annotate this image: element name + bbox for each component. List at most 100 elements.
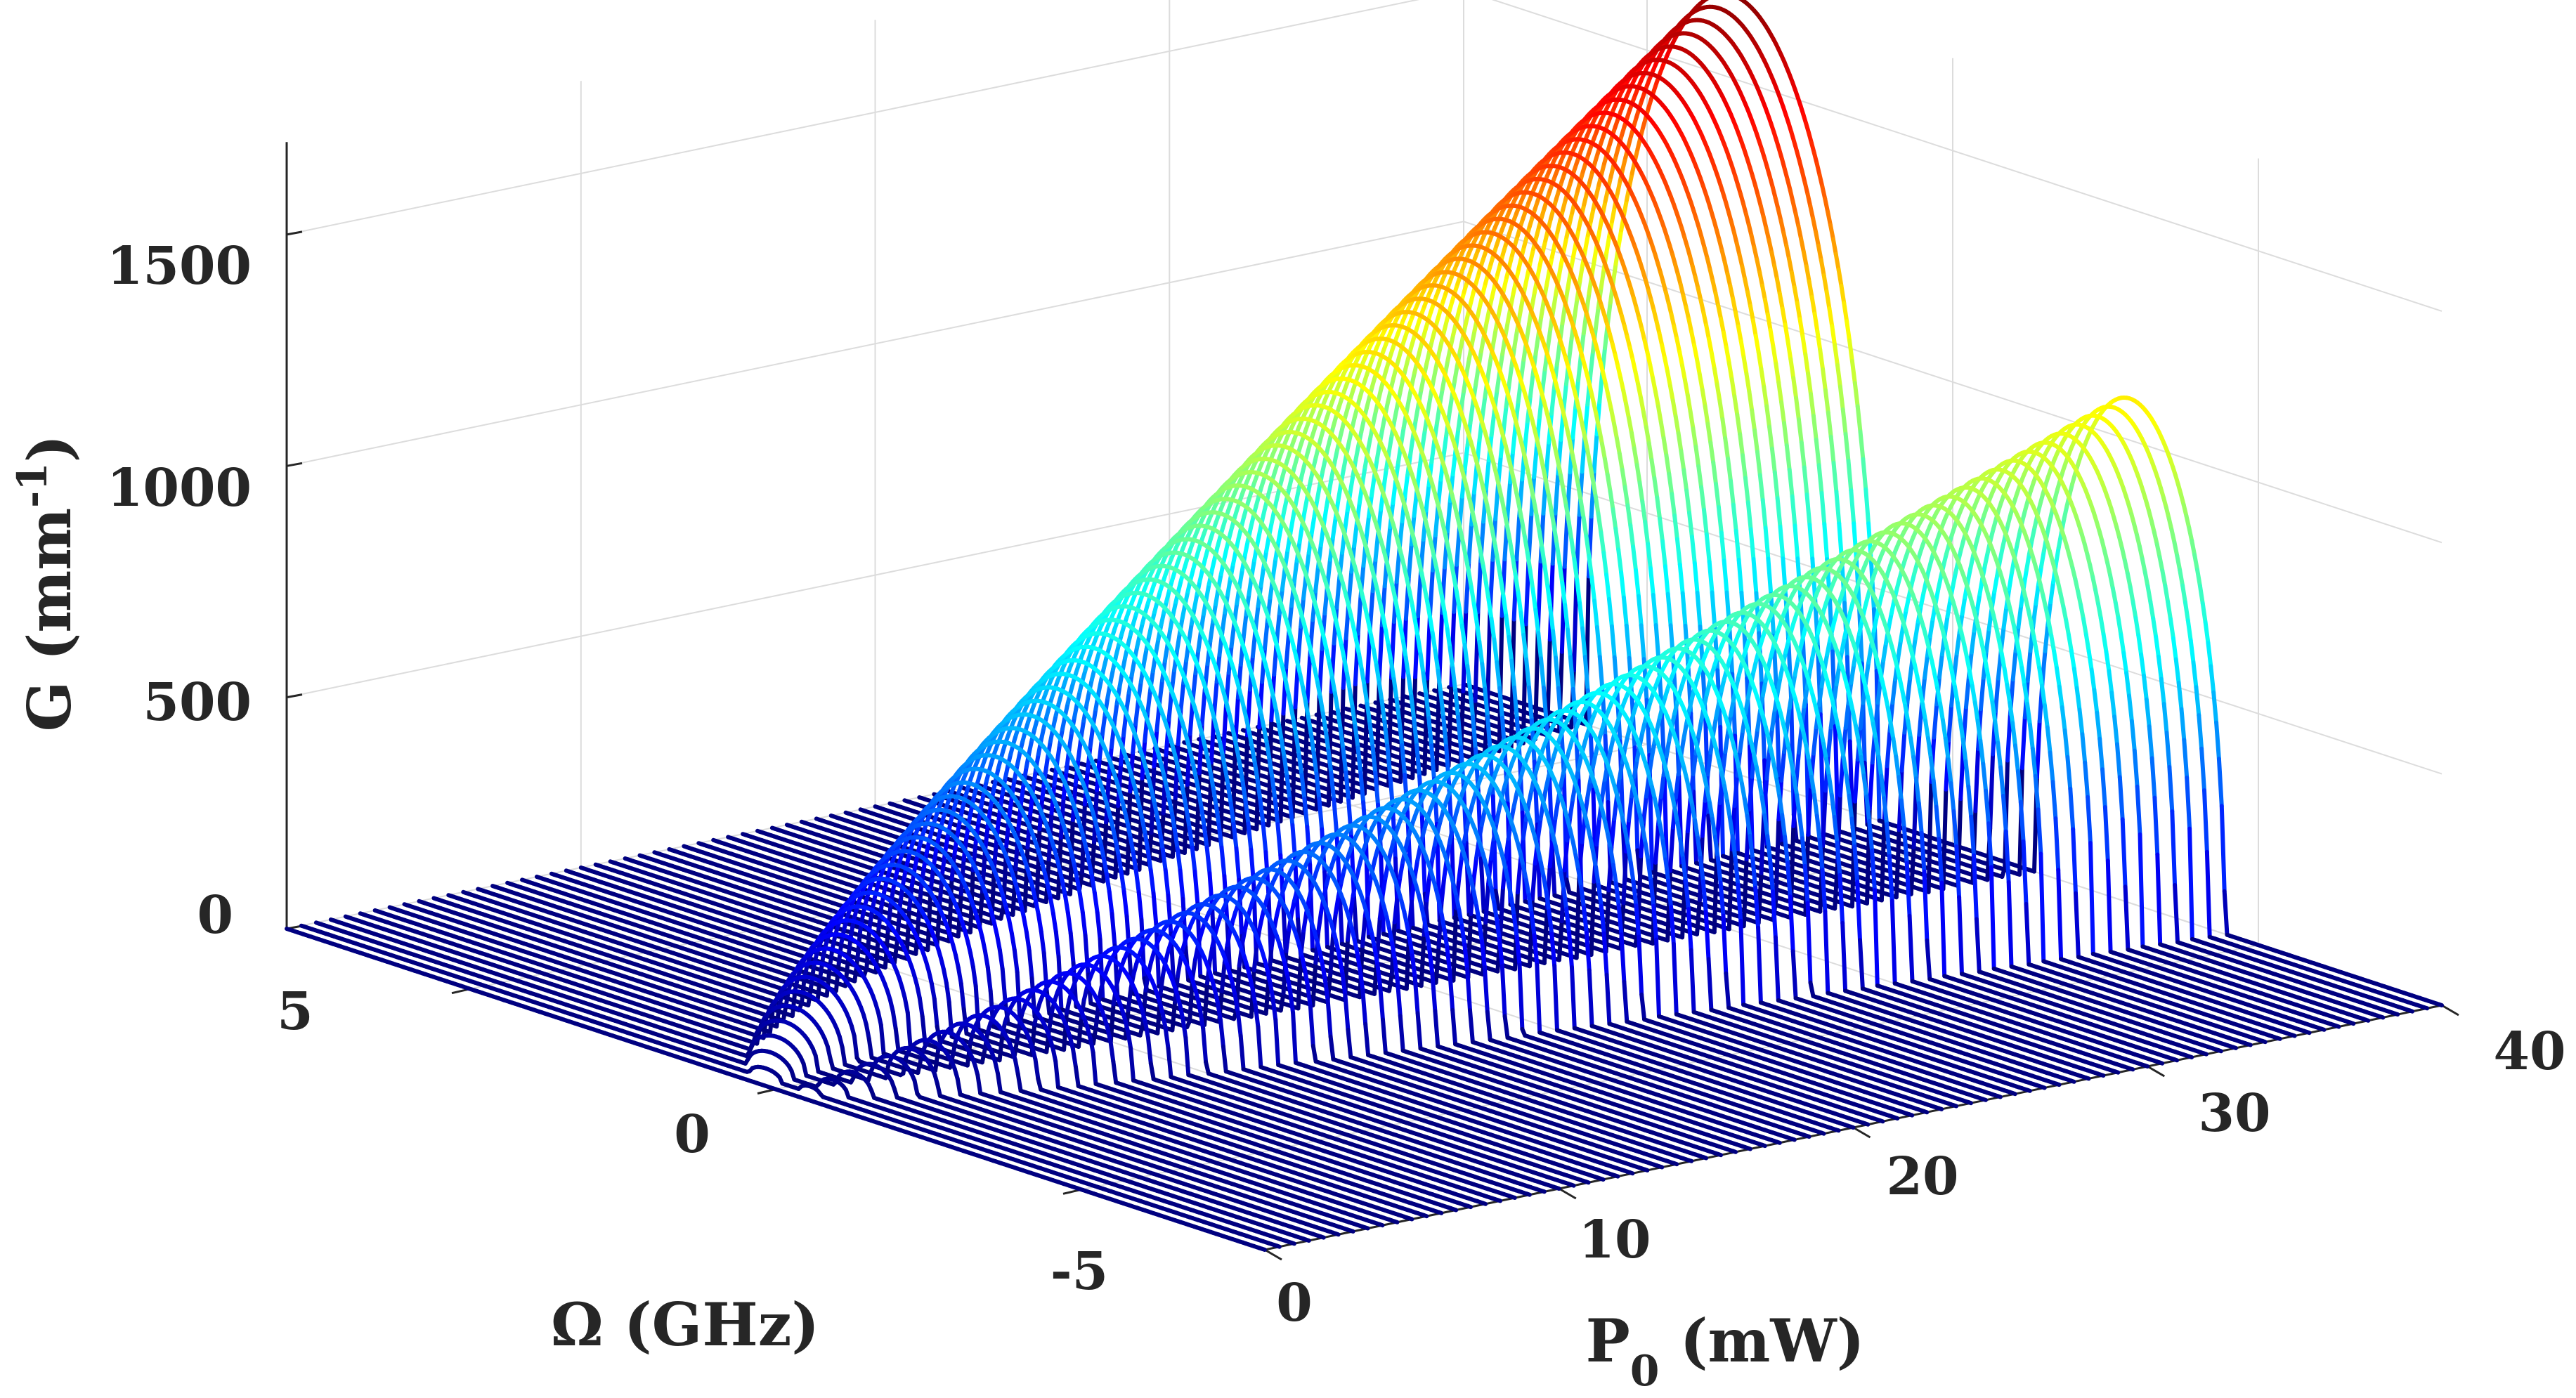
curve-segment: [1977, 576, 1985, 596]
curve-segment: [2022, 683, 2030, 707]
curve-segment: [2182, 738, 2190, 780]
curve-segment: [1667, 471, 1674, 497]
curve-segment: [2046, 619, 2054, 638]
curve-segment: [2056, 868, 2064, 962]
curve-segment: [1743, 476, 1750, 505]
curve-segment: [1791, 376, 1799, 400]
curve-segment: [2092, 688, 2100, 715]
curve-segment: [2060, 705, 2067, 733]
curve-segment: [1441, 433, 1449, 459]
curve-segment: [2095, 601, 2103, 621]
curve-segment: [2142, 570, 2150, 589]
curve-segment: [1726, 457, 1733, 483]
curve-segment: [2133, 615, 2141, 638]
curve-segment: [1688, 409, 1696, 431]
curve-segment: [2024, 551, 2031, 572]
curve-segment: [2040, 684, 2047, 708]
curve-segment: [1833, 343, 1840, 367]
curve-segment: [1719, 530, 1726, 563]
curve-segment: [1941, 787, 1949, 891]
curve-segment: [1699, 485, 1706, 512]
x-tick-mark: [1264, 1248, 1282, 1261]
curve-segment: [2121, 651, 2129, 676]
curve-segment: [2049, 633, 2057, 653]
curve-segment: [1766, 556, 1774, 596]
curve-segment: [1692, 561, 1700, 595]
curve-segment: [1707, 337, 1714, 355]
curve-segment: [2149, 756, 2157, 800]
curve-segment: [2062, 728, 2070, 759]
curve-segment: [1988, 752, 1996, 830]
curve-segment: [1744, 372, 1752, 394]
curve-segment: [1583, 233, 1590, 252]
curve-segment: [2160, 568, 2168, 588]
curve-segment: [2206, 641, 2213, 669]
curve-segment: [1717, 399, 1725, 422]
curve-segment: [1861, 457, 1868, 492]
curve-segment: [2056, 530, 2064, 550]
curve-segment: [1785, 339, 1793, 362]
curve-segment: [2069, 648, 2076, 671]
curve-segment: [1863, 487, 1871, 526]
curve-segment: [1827, 306, 1835, 329]
curve-segment: [2002, 666, 2010, 688]
curve-segment: [1830, 237, 1838, 256]
curve-segment: [1450, 448, 1458, 477]
curve-segment: [2204, 849, 2212, 939]
curve-segment: [1788, 357, 1796, 380]
curve-segment: [1775, 496, 1783, 529]
curve-segment: [1480, 395, 1488, 420]
curve-segment: [1588, 349, 1595, 379]
curve-segment: [2077, 707, 2085, 737]
curve-segment: [1446, 683, 1454, 769]
curve-segment: [2042, 703, 2050, 730]
curve-segment: [1756, 349, 1764, 372]
curve-segment: [1769, 446, 1777, 475]
curve-segment: [1753, 334, 1761, 354]
curve-segment: [1736, 558, 1744, 595]
curve-segment: [2010, 721, 2017, 748]
curve-segment: [2089, 667, 2097, 693]
curve-segment: [1544, 440, 1552, 478]
curve-segment: [1815, 329, 1823, 352]
curve-segment: [2124, 671, 2131, 698]
curve-segment: [2065, 754, 2073, 791]
curve-segment: [2123, 884, 2131, 952]
curve-segment: [2147, 724, 2154, 761]
curve-segment: [2119, 632, 2126, 655]
curve-segment: [1733, 528, 1741, 562]
curve-segment: [2138, 832, 2145, 949]
curve-segment: [1544, 268, 1552, 288]
curve-segment: [1670, 398, 1678, 419]
curve-segment: [1984, 627, 1991, 654]
curve-segment: [2183, 600, 2190, 623]
curve-segment: [1792, 285, 1800, 306]
curve-segment: [1489, 410, 1497, 437]
curve-segment: [1840, 407, 1848, 436]
curve-segment: [2131, 599, 2138, 620]
curve-segment: [1711, 460, 1718, 486]
curve-segment: [1831, 461, 1839, 494]
curve-segment: [1655, 404, 1663, 424]
curve-segment: [2222, 889, 2230, 937]
curve-segment: [1549, 386, 1556, 416]
curve-segment: [1767, 424, 1774, 451]
curve-segment: [1992, 573, 2000, 594]
curve-segment: [2086, 649, 2094, 672]
curve-segment: [1777, 291, 1785, 311]
curve-segment: [1816, 463, 1824, 495]
curve-segment: [2100, 767, 2107, 809]
curve-segment: [1653, 389, 1660, 409]
curve-segment: [1574, 512, 1582, 573]
curve-segment: [1724, 345, 1731, 365]
curve-segment: [1852, 381, 1860, 409]
curve-segment: [1790, 494, 1797, 528]
curve-segment: [1937, 652, 1944, 680]
curve-segment: [1814, 230, 1821, 248]
curve-segment: [1858, 429, 1866, 462]
curve-segment: [2167, 765, 2175, 814]
curve-segment: [1846, 459, 1854, 493]
curve-segment: [2068, 787, 2076, 832]
curve-segment: [1611, 261, 1618, 285]
curve-segment: [1802, 250, 1809, 269]
